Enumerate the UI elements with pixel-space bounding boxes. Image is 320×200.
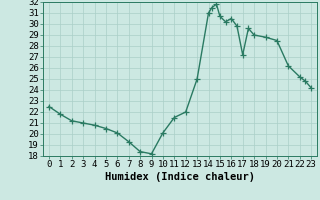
- X-axis label: Humidex (Indice chaleur): Humidex (Indice chaleur): [105, 172, 255, 182]
